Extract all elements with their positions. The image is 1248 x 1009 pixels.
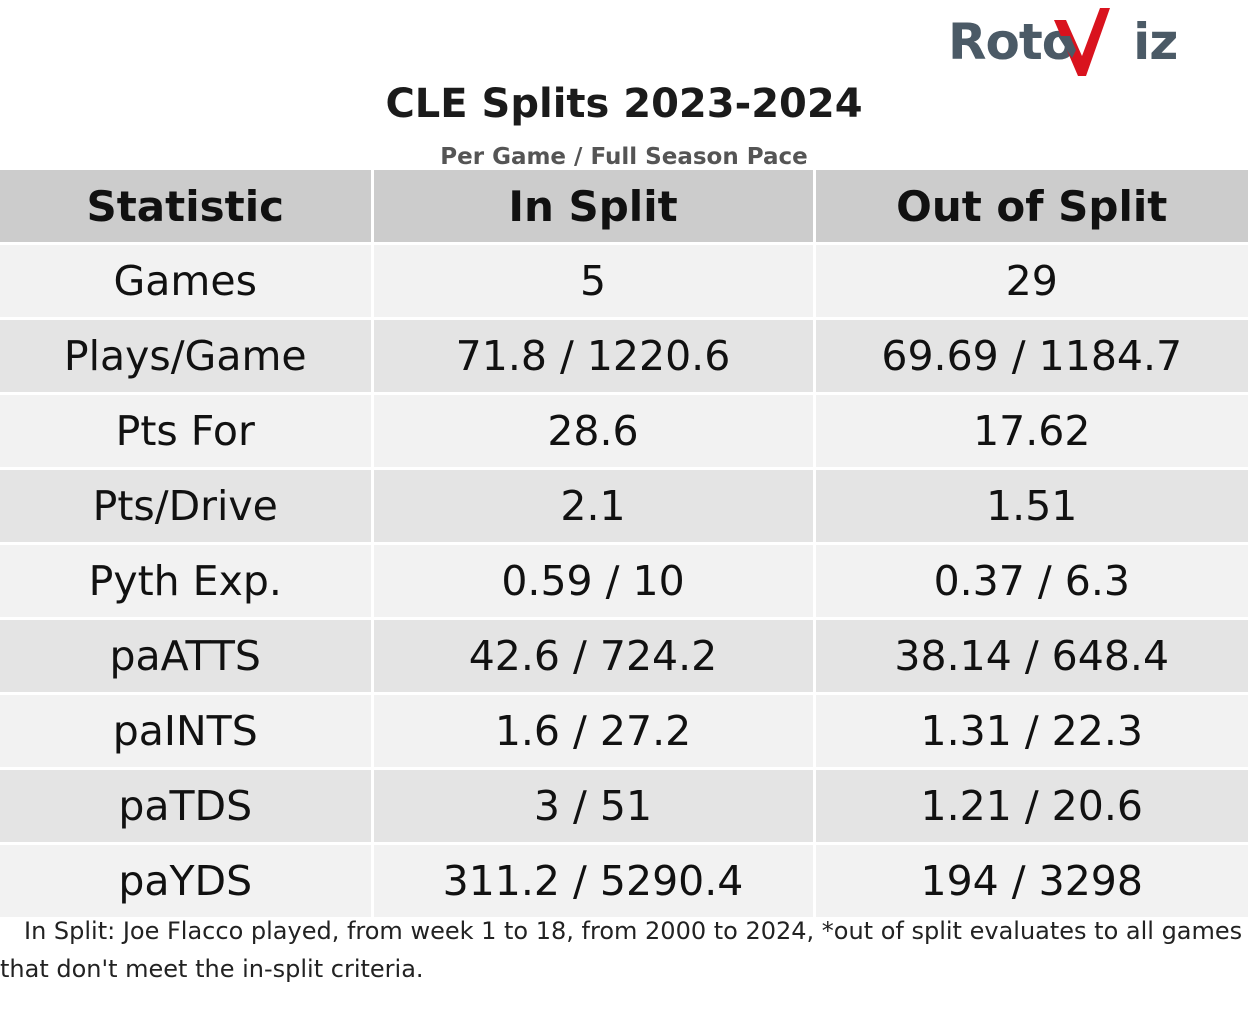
table-body: Games 5 29 Plays/Game 71.8 / 1220.6 69.6… [0, 243, 1248, 920]
stat-label: Pyth Exp. [0, 543, 374, 620]
out-split-value: 38.14 / 648.4 [812, 618, 1248, 695]
table-row: paATTS 42.6 / 724.2 38.14 / 648.4 [0, 618, 1248, 695]
table-header: Statistic In Split Out of Split [0, 170, 1248, 245]
in-split-value: 0.59 / 10 [370, 543, 816, 620]
in-split-value: 3 / 51 [370, 768, 816, 845]
stat-label: Games [0, 243, 374, 320]
out-split-value: 69.69 / 1184.7 [812, 318, 1248, 395]
splits-table: Statistic In Split Out of Split Games 5 … [0, 170, 1248, 920]
out-split-value: 1.31 / 22.3 [812, 693, 1248, 770]
logo-text-left: Roto [948, 13, 1076, 71]
logo-wordmark: Roto iz [948, 12, 1178, 72]
stat-label: paATTS [0, 618, 374, 695]
stat-label: Plays/Game [0, 318, 374, 395]
header-row: Statistic In Split Out of Split [0, 170, 1248, 245]
stat-label: paINTS [0, 693, 374, 770]
table-row: Plays/Game 71.8 / 1220.6 69.69 / 1184.7 [0, 318, 1248, 395]
table-row: Pts/Drive 2.1 1.51 [0, 468, 1248, 545]
in-split-value: 311.2 / 5290.4 [370, 843, 816, 920]
logo-text-right: iz [1133, 13, 1178, 71]
out-split-value: 1.51 [812, 468, 1248, 545]
page-title: CLE Splits 2023-2024 [385, 81, 863, 127]
table-row: Games 5 29 [0, 243, 1248, 320]
table-row: paINTS 1.6 / 27.2 1.31 / 22.3 [0, 693, 1248, 770]
in-split-value: 28.6 [370, 393, 816, 470]
stat-label: paTDS [0, 768, 374, 845]
in-split-value: 42.6 / 724.2 [370, 618, 816, 695]
stat-label: Pts/Drive [0, 468, 374, 545]
out-split-value: 0.37 / 6.3 [812, 543, 1248, 620]
in-split-value: 2.1 [370, 468, 816, 545]
column-header-in-split: In Split [370, 170, 816, 245]
out-split-value: 194 / 3298 [812, 843, 1248, 920]
logo-v-mark-icon [1054, 8, 1110, 76]
stat-label: Pts For [0, 393, 374, 470]
column-header-out-of-split: Out of Split [812, 170, 1248, 245]
out-split-value: 1.21 / 20.6 [812, 768, 1248, 845]
in-split-value: 5 [370, 243, 816, 320]
column-header-statistic: Statistic [0, 170, 374, 245]
table-row: paTDS 3 / 51 1.21 / 20.6 [0, 768, 1248, 845]
table-row: Pts For 28.6 17.62 [0, 393, 1248, 470]
table-row: paYDS 311.2 / 5290.4 194 / 3298 [0, 843, 1248, 920]
in-split-value: 1.6 / 27.2 [370, 693, 816, 770]
table-row: Pyth Exp. 0.59 / 10 0.37 / 6.3 [0, 543, 1248, 620]
footnote: In Split: Joe Flacco played, from week 1… [0, 917, 1243, 983]
out-split-value: 17.62 [812, 393, 1248, 470]
stat-label: paYDS [0, 843, 374, 920]
in-split-value: 71.8 / 1220.6 [370, 318, 816, 395]
rotoviz-logo: Roto iz [948, 6, 1178, 76]
page-subtitle: Per Game / Full Season Pace [440, 144, 808, 170]
out-split-value: 29 [812, 243, 1248, 320]
